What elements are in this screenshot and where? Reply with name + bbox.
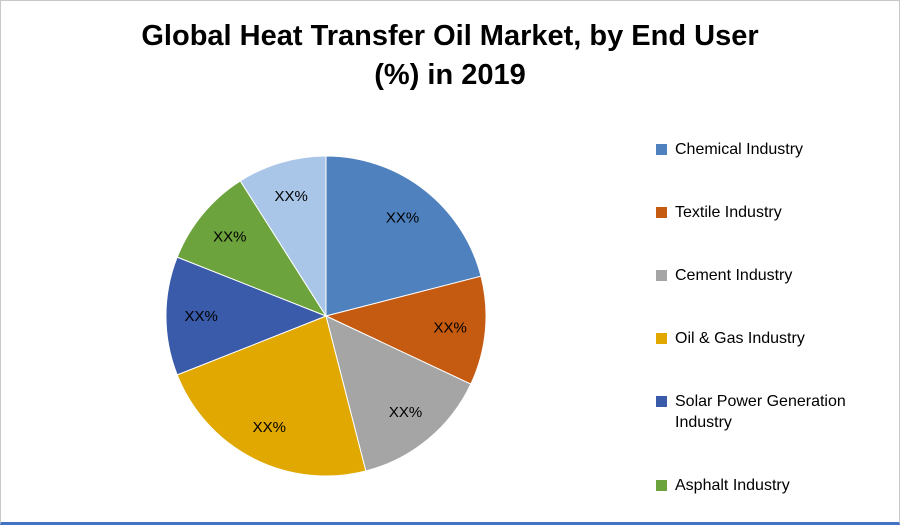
legend-item-asphalt: Asphalt Industry — [656, 475, 896, 496]
legend-label-solar: Solar Power Generation Industry — [675, 393, 846, 431]
legend: Chemical Industry Textile Industry Cement … — [656, 139, 896, 496]
pie-data-label-other: XX% — [275, 188, 308, 205]
pie-slice-solar — [165, 256, 328, 376]
legend-label-textile: Textile Industry — [675, 204, 782, 221]
pie-data-label-textile: XX% — [434, 320, 467, 337]
pie-slice-other — [239, 155, 327, 318]
legend-label-asphalt: Asphalt Industry — [675, 477, 790, 494]
pie-slice-asphalt — [176, 180, 328, 318]
pie-slice-oil-gas — [176, 315, 367, 477]
chart-title: Global Heat Transfer Oil Market, by End … — [1, 17, 899, 95]
legend-label-oil-gas: Oil & Gas Industry — [675, 330, 805, 347]
pie-data-label-cement: XX% — [389, 404, 422, 421]
pie-data-label-asphalt: XX% — [213, 228, 246, 245]
pie-data-label-chemical: XX% — [386, 209, 419, 226]
legend-item-oil-gas: Oil & Gas Industry — [656, 328, 896, 349]
legend-label-cement: Cement Industry — [675, 267, 793, 284]
pie-data-label-oil-gas: XX% — [253, 419, 286, 436]
legend-swatch-oil-gas — [656, 333, 667, 344]
legend-item-textile: Textile Industry — [656, 202, 896, 223]
legend-swatch-textile — [656, 207, 667, 218]
legend-swatch-chemical — [656, 144, 667, 155]
pie-slice-cement — [325, 315, 472, 472]
chart-title-line2: (%) in 2019 — [374, 59, 526, 91]
legend-item-chemical: Chemical Industry — [656, 139, 896, 160]
legend-swatch-solar — [656, 396, 667, 407]
legend-item-solar: Solar Power Generation Industry — [656, 391, 896, 433]
pie-data-label-solar: XX% — [185, 308, 218, 325]
legend-item-cement: Cement Industry — [656, 265, 896, 286]
legend-swatch-cement — [656, 270, 667, 281]
pie-slice-chemical — [325, 155, 482, 317]
legend-swatch-asphalt — [656, 480, 667, 491]
legend-label-chemical: Chemical Industry — [675, 141, 804, 158]
pie-chart: XX% XX% XX% XX% XX% XX% XX% — [165, 155, 487, 477]
chart-title-line1: Global Heat Transfer Oil Market, by End … — [141, 20, 759, 52]
pie-slice-textile — [324, 275, 487, 385]
